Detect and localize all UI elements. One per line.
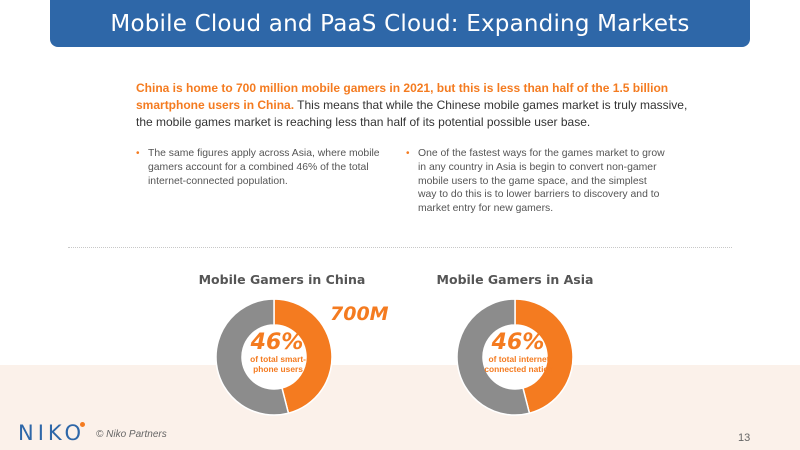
sublabel-asia: of total internet connected nation — [484, 354, 554, 374]
niko-logo: NIKO — [18, 421, 86, 445]
donut-chart-asia — [456, 298, 574, 416]
section-divider — [68, 247, 732, 248]
percent-label-china: 46% — [250, 330, 304, 355]
bullet-item: • One of the fastest ways for the games … — [406, 147, 668, 216]
bullet-dot-icon: • — [406, 148, 410, 159]
donut-hole — [242, 325, 306, 389]
copyright-text: © Niko Partners — [96, 429, 167, 440]
donut-chart-china — [215, 298, 333, 416]
slide-title: Mobile Cloud and PaaS Cloud: Expanding M… — [110, 10, 690, 37]
logo-dot-icon — [80, 422, 85, 427]
footer-band — [0, 365, 800, 450]
title-bar: Mobile Cloud and PaaS Cloud: Expanding M… — [50, 0, 750, 47]
sublabel-china: of total smart-phone users — [250, 354, 306, 374]
donut-hole — [483, 325, 547, 389]
bullet-item: • The same figures apply across Asia, wh… — [136, 147, 388, 188]
percent-label-asia: 46% — [491, 330, 545, 355]
lead-rest: This means that while the Chinese mobile… — [136, 98, 688, 129]
lead-highlight: China is home to 700 million mobile game… — [136, 81, 669, 112]
bullet-text: One of the fastest ways for the games ma… — [418, 148, 665, 215]
bullet-dot-icon: • — [136, 148, 140, 159]
lead-paragraph: China is home to 700 million mobile game… — [136, 80, 696, 131]
bullet-text: The same figures apply across Asia, wher… — [148, 148, 380, 187]
callout-700m: 700M — [330, 303, 389, 325]
chart-title-asia: Mobile Gamers in Asia — [436, 272, 594, 287]
page-number: 13 — [738, 432, 751, 444]
chart-title-china: Mobile Gamers in China — [198, 272, 366, 287]
